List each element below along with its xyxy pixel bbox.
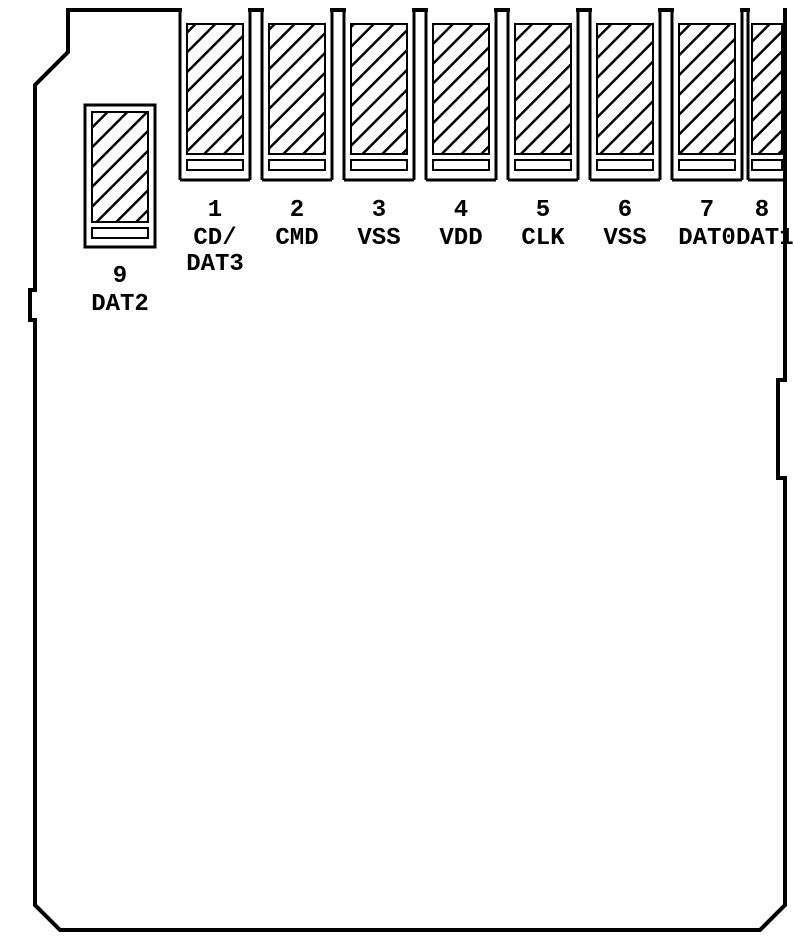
pin-label: 8 [742, 198, 782, 224]
pin-label: 1 [180, 198, 250, 224]
pin-label: 5 [508, 198, 578, 224]
pin-label: VDD [420, 226, 502, 252]
pin-label: VSS [584, 226, 666, 252]
pin-label: 9 [90, 264, 150, 290]
pin-label: DAT1 [736, 226, 788, 252]
pin-label: DAT2 [80, 292, 160, 318]
diagram-svg [0, 0, 794, 940]
pin-label: 2 [262, 198, 332, 224]
pin-label: 7 [672, 198, 742, 224]
pin-label: CMD [256, 226, 338, 252]
pin-label: 4 [426, 198, 496, 224]
pin-label: CD/ DAT3 [174, 226, 256, 279]
sd-card-pinout-diagram: 1CD/ DAT32CMD3VSS4VDD5CLK6VSS7DAT08DAT19… [0, 0, 794, 940]
pin-label: 3 [344, 198, 414, 224]
pin-label: 6 [590, 198, 660, 224]
pin-label: CLK [502, 226, 584, 252]
pin-label: VSS [338, 226, 420, 252]
